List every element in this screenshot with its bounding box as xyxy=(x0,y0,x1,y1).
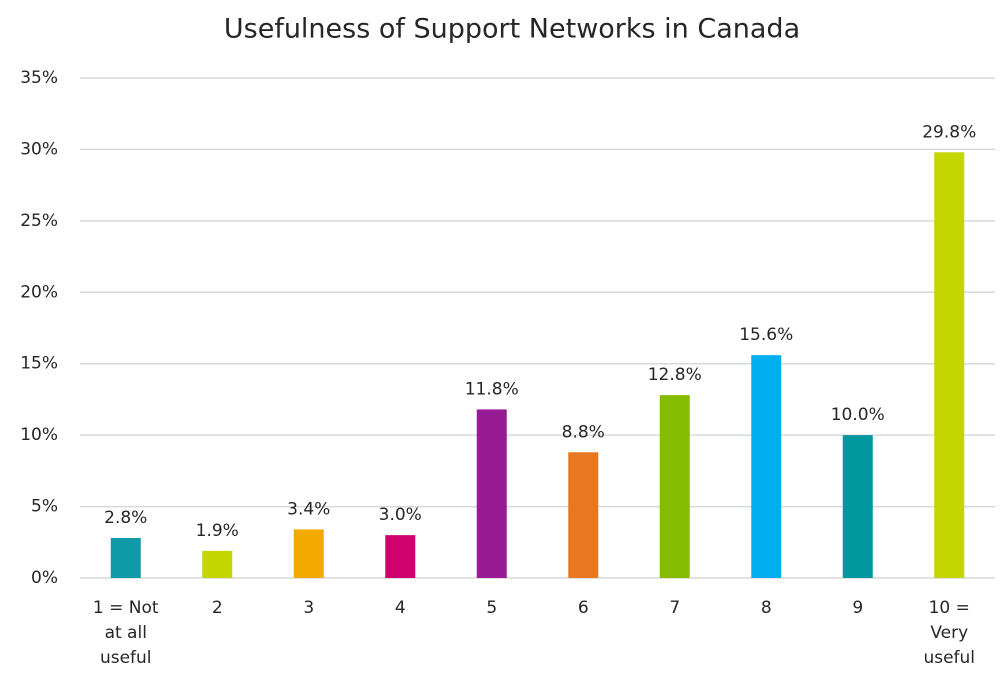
y-tick-label: 35% xyxy=(20,68,58,88)
x-tick-label: 1 = Not at all useful xyxy=(92,598,159,668)
x-tick-label: 5 xyxy=(486,598,498,618)
bar xyxy=(293,529,324,578)
y-tick-label: 30% xyxy=(20,139,58,159)
data-label: 11.8% xyxy=(465,379,519,399)
bar xyxy=(476,409,507,578)
y-tick-label: 5% xyxy=(31,497,58,517)
bar xyxy=(751,355,782,578)
y-tick-label: 15% xyxy=(20,354,58,374)
bar xyxy=(385,535,416,578)
y-tick-label: 10% xyxy=(20,425,58,445)
y-tick-label: 0% xyxy=(31,568,58,588)
bar xyxy=(934,152,965,579)
data-label: 12.8% xyxy=(648,365,702,385)
data-label: 15.6% xyxy=(739,325,793,345)
data-label: 3.0% xyxy=(379,505,422,525)
bar xyxy=(110,538,141,578)
data-label: 1.9% xyxy=(196,521,239,541)
data-label: 10.0% xyxy=(831,405,885,425)
bar xyxy=(202,550,233,578)
x-tick-label: 2 xyxy=(211,598,223,618)
chart-title: Usefulness of Support Networks in Canada xyxy=(224,14,800,45)
x-tick-label: 3 xyxy=(303,598,315,618)
x-tick-label: 6 xyxy=(577,598,589,618)
x-tick-label: 10 = Very useful xyxy=(923,598,976,668)
data-label: 8.8% xyxy=(562,422,605,442)
x-tick-label: 8 xyxy=(760,598,772,618)
x-tick-label: 9 xyxy=(852,598,864,618)
bar xyxy=(842,435,873,578)
x-tick-label: 7 xyxy=(669,598,681,618)
data-label: 29.8% xyxy=(922,122,976,142)
bar xyxy=(568,452,599,578)
x-tick-label: 4 xyxy=(394,598,406,618)
y-tick-label: 20% xyxy=(20,282,58,302)
y-tick-label: 25% xyxy=(20,211,58,231)
data-label: 2.8% xyxy=(104,508,147,528)
data-label: 3.4% xyxy=(287,499,330,519)
bar xyxy=(659,395,690,578)
